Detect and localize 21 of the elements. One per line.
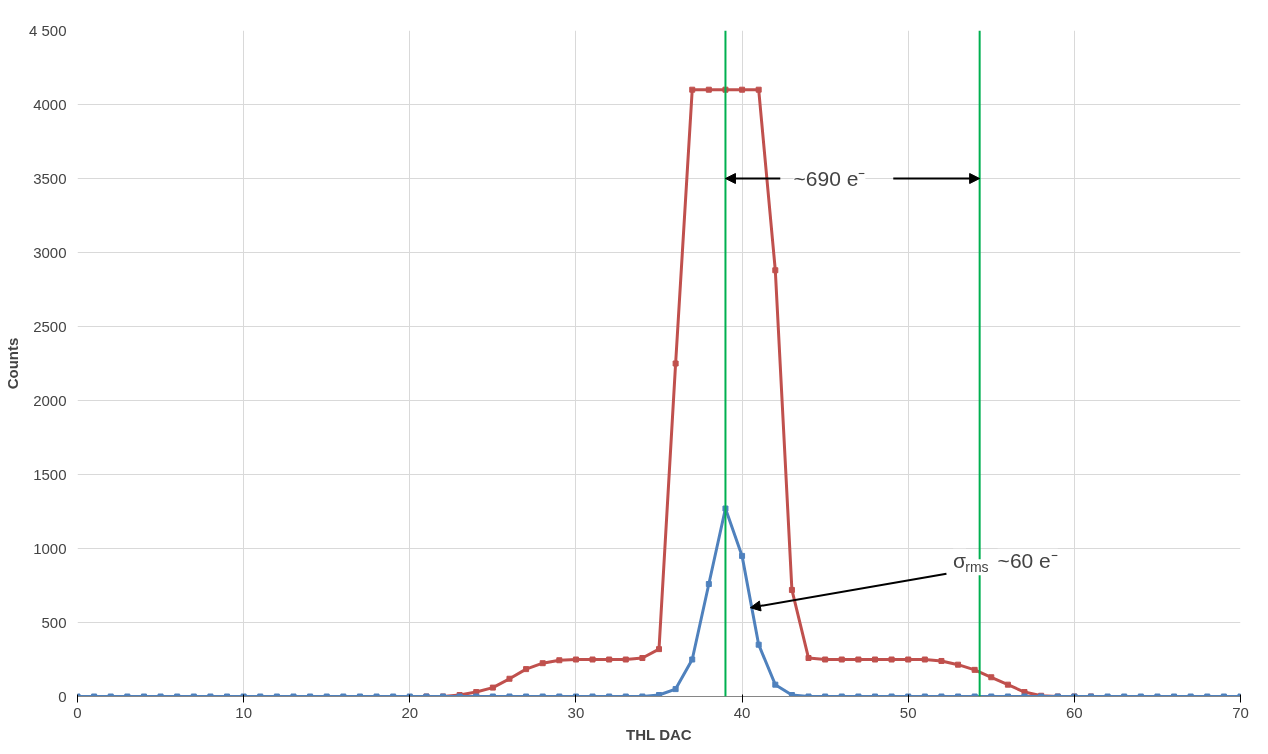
y-tick-label: 0	[58, 688, 67, 705]
x-tick-label: 30	[567, 703, 585, 721]
x-tick-label: 40	[733, 703, 751, 721]
y-tick-label: 3000	[33, 244, 67, 261]
x-axis-title: THL DAC	[626, 725, 692, 743]
y-axis-title: Counts	[3, 337, 21, 390]
x-tick-label: 50	[899, 703, 917, 721]
y-tick-label: 2500	[33, 318, 67, 335]
y-tick-label: 1500	[33, 466, 67, 483]
y-tick-label: 4000	[33, 96, 67, 113]
y-tick-label: 500	[41, 614, 67, 631]
annotation: ~690 e⁻	[793, 167, 866, 190]
x-tick-label: 20	[401, 703, 419, 721]
y-tick-label: 1000	[33, 540, 67, 557]
x-tick-label: 60	[1066, 703, 1083, 721]
x-tick-label: 10	[235, 703, 252, 721]
x-tick-label: 70	[1232, 703, 1249, 721]
x-tick-label: 0	[73, 703, 82, 721]
y-tick-label: 3500	[33, 170, 67, 187]
y-tick-label: 2000	[33, 392, 67, 409]
y-tick-label: 4 500	[28, 22, 67, 39]
